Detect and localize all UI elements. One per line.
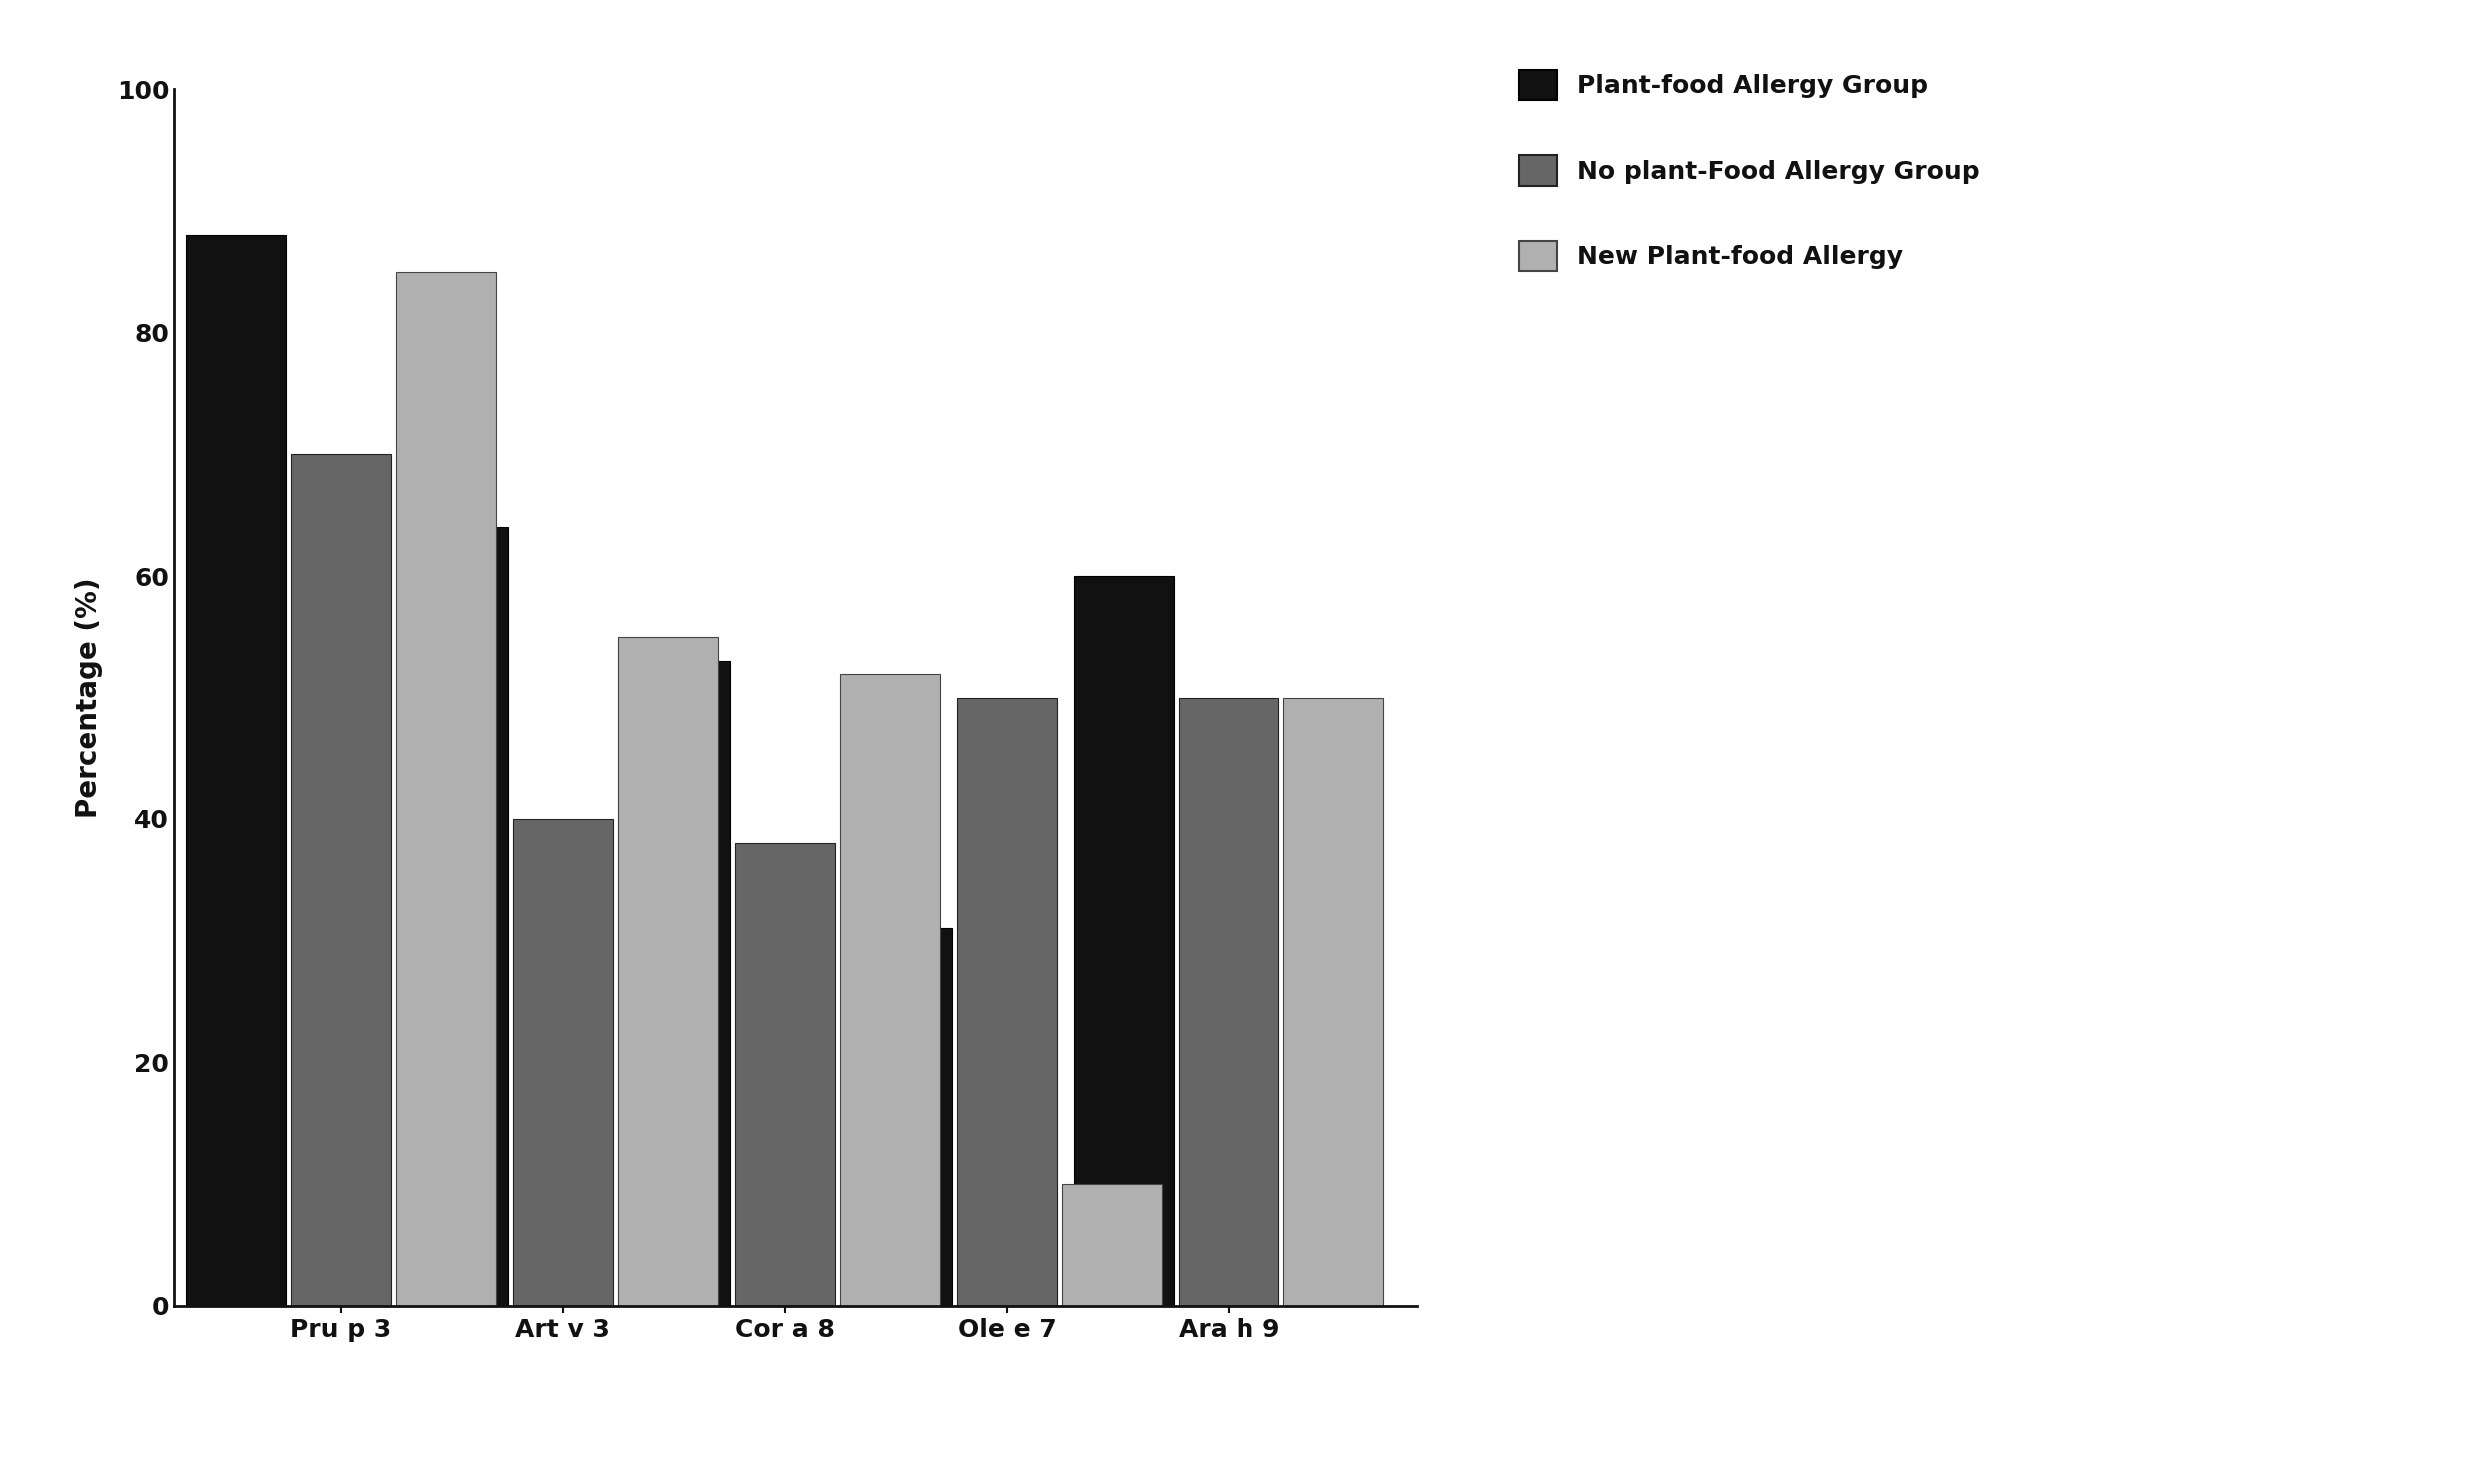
Bar bbox=[408, 527, 507, 1306]
Bar bbox=[1283, 697, 1383, 1306]
Bar bbox=[291, 454, 390, 1306]
Legend: Plant-food Allergy Group, No plant-Food Allergy Group, New Plant-food Allergy: Plant-food Allergy Group, No plant-Food … bbox=[1507, 56, 1992, 283]
Bar bbox=[512, 819, 612, 1306]
Bar bbox=[395, 272, 495, 1306]
Bar bbox=[629, 660, 729, 1306]
Bar bbox=[617, 637, 719, 1306]
Bar bbox=[841, 674, 940, 1306]
Bar bbox=[1074, 576, 1174, 1306]
Bar bbox=[734, 843, 836, 1306]
Bar bbox=[187, 234, 286, 1306]
Y-axis label: Percentage (%): Percentage (%) bbox=[75, 577, 102, 818]
Bar bbox=[957, 697, 1057, 1306]
Bar bbox=[1062, 1184, 1161, 1306]
Bar bbox=[853, 929, 953, 1306]
Bar bbox=[1179, 697, 1278, 1306]
